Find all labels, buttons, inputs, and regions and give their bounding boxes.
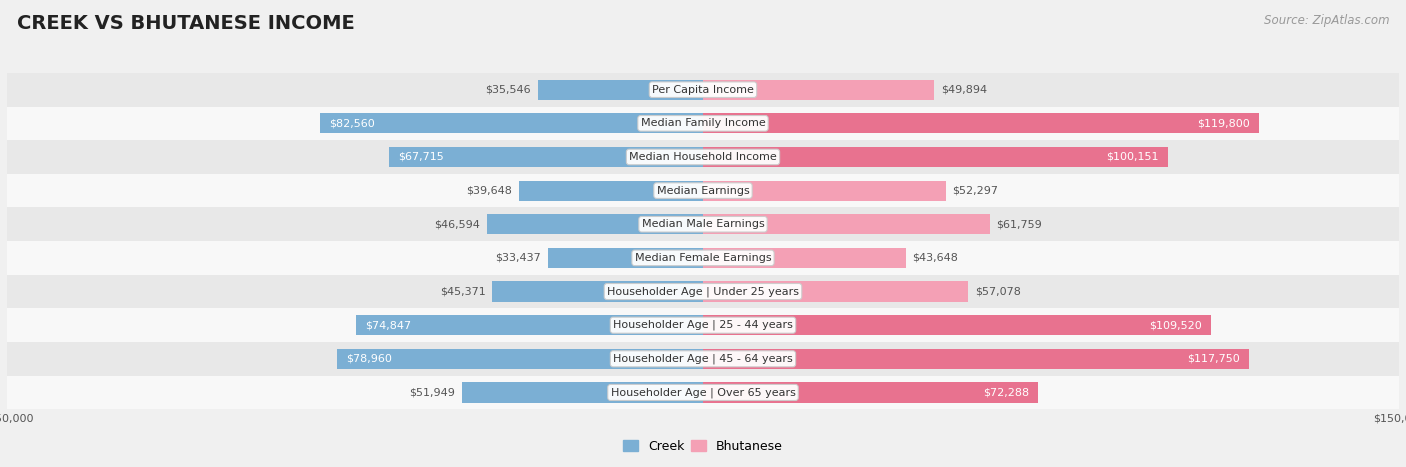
Text: $57,078: $57,078 [974,287,1021,297]
Text: Median Male Earnings: Median Male Earnings [641,219,765,229]
Bar [7,308,1399,342]
Bar [703,214,990,234]
Bar [7,207,1399,241]
Legend: Creek, Bhutanese: Creek, Bhutanese [619,435,787,458]
Text: $61,759: $61,759 [997,219,1042,229]
Bar [356,315,703,335]
Text: $119,800: $119,800 [1197,118,1250,128]
Text: Median Family Income: Median Family Income [641,118,765,128]
Bar [7,342,1399,375]
Bar [703,113,1258,134]
Text: $100,151: $100,151 [1107,152,1159,162]
Text: Median Earnings: Median Earnings [657,185,749,196]
Text: $46,594: $46,594 [434,219,479,229]
Text: $39,648: $39,648 [467,185,512,196]
Bar [703,315,1211,335]
Bar [7,140,1399,174]
Bar [7,174,1399,207]
Text: $82,560: $82,560 [329,118,375,128]
Bar [703,349,1250,369]
Text: $49,894: $49,894 [942,85,987,95]
Bar [703,282,967,302]
Text: $45,371: $45,371 [440,287,485,297]
Text: $33,437: $33,437 [495,253,541,263]
Text: Per Capita Income: Per Capita Income [652,85,754,95]
Text: $43,648: $43,648 [912,253,959,263]
Bar [463,382,703,403]
Text: Median Household Income: Median Household Income [628,152,778,162]
Text: $72,288: $72,288 [983,388,1029,397]
Text: CREEK VS BHUTANESE INCOME: CREEK VS BHUTANESE INCOME [17,14,354,33]
Text: $52,297: $52,297 [953,185,998,196]
Bar [548,248,703,268]
Bar [538,79,703,100]
Text: $117,750: $117,750 [1187,354,1240,364]
Text: $51,949: $51,949 [409,388,456,397]
Text: $74,847: $74,847 [366,320,411,330]
Bar [519,181,703,201]
Bar [321,113,703,134]
Bar [703,79,935,100]
Bar [703,248,905,268]
Bar [703,382,1039,403]
Bar [389,147,703,167]
Bar [7,275,1399,308]
Bar [7,241,1399,275]
Text: Householder Age | Under 25 years: Householder Age | Under 25 years [607,286,799,297]
Text: $35,546: $35,546 [485,85,531,95]
Text: Median Female Earnings: Median Female Earnings [634,253,772,263]
Text: $109,520: $109,520 [1149,320,1202,330]
Text: Householder Age | 45 - 64 years: Householder Age | 45 - 64 years [613,354,793,364]
Bar [7,375,1399,409]
Text: $78,960: $78,960 [346,354,392,364]
Bar [486,214,703,234]
Text: Householder Age | 25 - 44 years: Householder Age | 25 - 44 years [613,320,793,331]
Bar [703,147,1167,167]
Bar [7,73,1399,106]
Text: Householder Age | Over 65 years: Householder Age | Over 65 years [610,387,796,398]
Bar [7,106,1399,140]
Text: Source: ZipAtlas.com: Source: ZipAtlas.com [1264,14,1389,27]
Text: $67,715: $67,715 [398,152,444,162]
Bar [703,181,946,201]
Bar [336,349,703,369]
Bar [492,282,703,302]
